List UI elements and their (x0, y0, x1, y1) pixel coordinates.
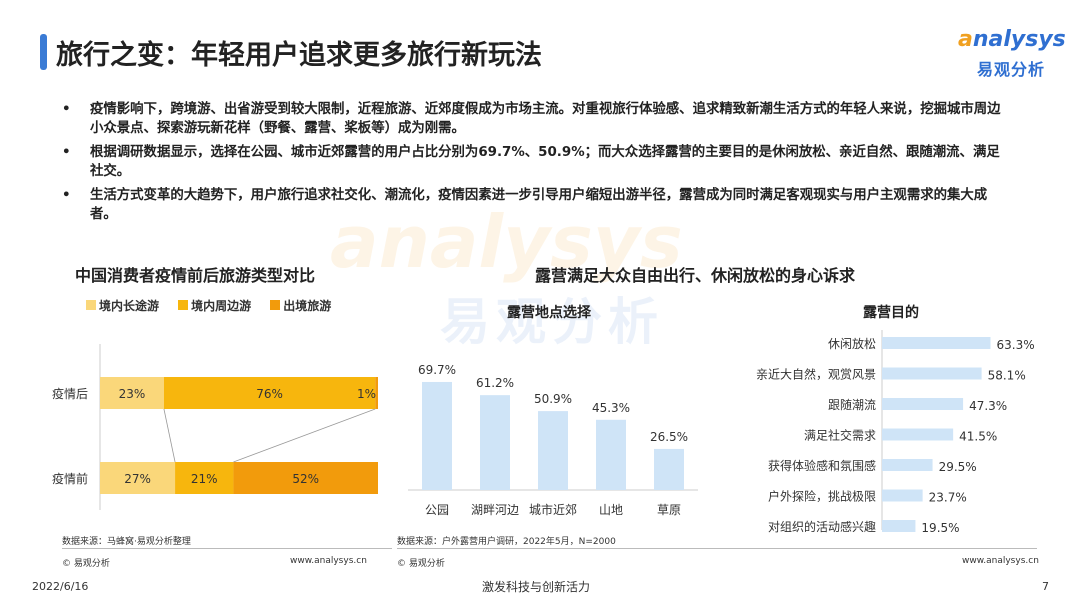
data-label: 29.5% (939, 460, 977, 474)
bar (480, 395, 510, 490)
data-label: 50.9% (534, 392, 572, 406)
bullet-dot: • (62, 188, 71, 203)
category-label: 城市近郊 (529, 502, 577, 517)
legend-item: 境内长途游 (86, 297, 159, 314)
left-chart-title: 中国消费者疫情前后旅游类型对比 (75, 266, 316, 285)
bullet-item: • 疫情影响下，跨境游、出省游受到较大限制，近程旅游、近郊度假成为市场主流。对重视… (62, 100, 1012, 138)
bullet-item: • 生活方式变革的大趋势下，用户旅行追求社交化、潮流化，疫情因素进一步引导用户缩短… (62, 186, 1012, 224)
data-label: 52% (292, 472, 319, 486)
data-label: 45.3% (592, 401, 630, 415)
stacked-bar-chart: 疫情后 23% 76% 1% 疫情前 27% 21% 52% (52, 344, 378, 510)
data-label: 58.1% (988, 369, 1026, 383)
category-label: 湖畔河边 (471, 502, 519, 517)
data-label: 1% (357, 387, 376, 401)
right-chart-title: 露营目的 (863, 305, 919, 321)
legend-swatch (270, 300, 281, 310)
data-label: 23.7% (929, 491, 967, 505)
bullet-dot: • (62, 102, 71, 117)
category-label: 跟随潮流 (828, 397, 876, 412)
watermark-logo: analysys (330, 200, 683, 284)
data-label: 41.5% (959, 430, 997, 444)
copyright-left: © 易观分析 (62, 559, 110, 569)
category-label: 草原 (657, 503, 681, 517)
data-label: 47.3% (969, 399, 1007, 413)
footer-divider (397, 548, 1037, 549)
category-label: 疫情后 (52, 386, 88, 401)
category-label: 户外探险，挑战极限 (768, 489, 876, 504)
footer-slogan: 激发科技与创新活力 (482, 580, 591, 594)
data-label: 26.5% (650, 430, 688, 444)
bullet-text: 疫情影响下，跨境游、出省游受到较大限制，近程旅游、近郊度假成为市场主流。对重视旅… (90, 102, 1001, 136)
category-label: 山地 (599, 503, 623, 517)
category-label: 获得体验感和氛围感 (768, 458, 876, 473)
category-label: 对组织的活动感兴趣 (768, 519, 876, 534)
brand-logo-cn: 易观分析 (977, 60, 1046, 79)
data-label: 63.3% (997, 338, 1035, 352)
bar (882, 520, 916, 532)
data-label: 23% (119, 387, 146, 401)
right-source: 数据来源：户外露营用户调研，2022年5月，N=2000 (397, 537, 616, 547)
category-label: 满足社交需求 (804, 428, 876, 443)
category-label: 休闲放松 (828, 336, 876, 351)
footer-date: 2022/6/16 (32, 580, 89, 593)
bar-segment (100, 377, 164, 409)
data-label: 69.7% (418, 363, 456, 377)
legend-swatch (178, 300, 189, 310)
logo-prefix: a (958, 27, 973, 52)
left-source: 数据来源：马蜂窝·易观分析整理 (62, 537, 191, 547)
bar (882, 428, 954, 441)
bar-segment (175, 462, 234, 494)
right-section-title: 露营满足大众自由出行、休闲放松的身心诉求 (535, 266, 856, 285)
url-right[interactable]: www.analysys.cn (962, 556, 1039, 566)
bullet-text: 生活方式变革的大趋势下，用户旅行追求社交化、潮流化，疫情因素进一步引导用户缩短出… (90, 188, 988, 222)
bullet-dot: • (62, 145, 71, 160)
legend-label: 出境旅游 (283, 298, 332, 313)
bar (882, 459, 933, 471)
bar-segment (375, 377, 378, 409)
data-label: 21% (191, 472, 218, 486)
connector-line (233, 408, 376, 463)
bar (882, 367, 982, 380)
logo-text: nalysys (972, 27, 1066, 52)
bullet-list: • 疫情影响下，跨境游、出省游受到较大限制，近程旅游、近郊度假成为市场主流。对重视… (62, 100, 1012, 229)
watermark-logo-cn: 易观分析 (440, 293, 664, 351)
bar (882, 398, 964, 410)
bar-segment (233, 462, 378, 494)
page-title: 旅行之变：年轻用户追求更多旅行新玩法 (56, 40, 542, 71)
data-label: 76% (256, 387, 283, 401)
brand-logo: analysys (958, 27, 1066, 52)
legend-item: 境内周边游 (178, 297, 251, 314)
category-label: 亲近大自然，观赏风景 (756, 367, 876, 382)
title-accent-bar (40, 34, 47, 70)
bar (422, 381, 452, 490)
data-label: 27% (124, 472, 151, 486)
connector-line (163, 408, 176, 463)
legend-swatch (86, 300, 96, 310)
bullet-item: • 根据调研数据显示，选择在公园、城市近郊露营的用户占比分别为69.7%、50.9… (62, 143, 1012, 181)
bar-segment (100, 462, 176, 494)
legend-label: 境内长途游 (99, 298, 160, 313)
bar (538, 411, 568, 490)
bar-segment (163, 377, 376, 409)
bar (654, 448, 684, 490)
bar (882, 337, 991, 349)
left-chart-legend: 境内长途游 境内周边游 出境旅游 (86, 295, 345, 314)
data-label: 19.5% (921, 521, 959, 535)
bar (596, 419, 626, 490)
legend-item: 出境旅游 (270, 297, 331, 314)
copyright-right: © 易观分析 (397, 559, 445, 569)
mid-chart-title: 露营地点选择 (507, 305, 591, 321)
bar (882, 489, 923, 502)
footer-divider (62, 548, 392, 549)
vertical-bar-chart: 69.7% 公园 61.2% 湖畔河边 50.9% 城市近郊 45.3% 山地 26.5% 草原 (408, 363, 698, 517)
bullet-text: 根据调研数据显示，选择在公园、城市近郊露营的用户占比分别为69.7%、50.9%… (90, 145, 1000, 179)
page-number: 7 (1042, 580, 1049, 593)
category-label: 疫情前 (52, 471, 88, 486)
horizontal-bar-chart: 休闲放松 63.3% 亲近大自然，观赏风景 58.1% 跟随潮流 47.3% 满足社交需求 4… (756, 330, 1035, 535)
data-label: 61.2% (476, 376, 514, 390)
category-label: 公园 (425, 503, 449, 517)
url-left[interactable]: www.analysys.cn (290, 556, 367, 566)
legend-label: 境内周边游 (191, 298, 252, 313)
